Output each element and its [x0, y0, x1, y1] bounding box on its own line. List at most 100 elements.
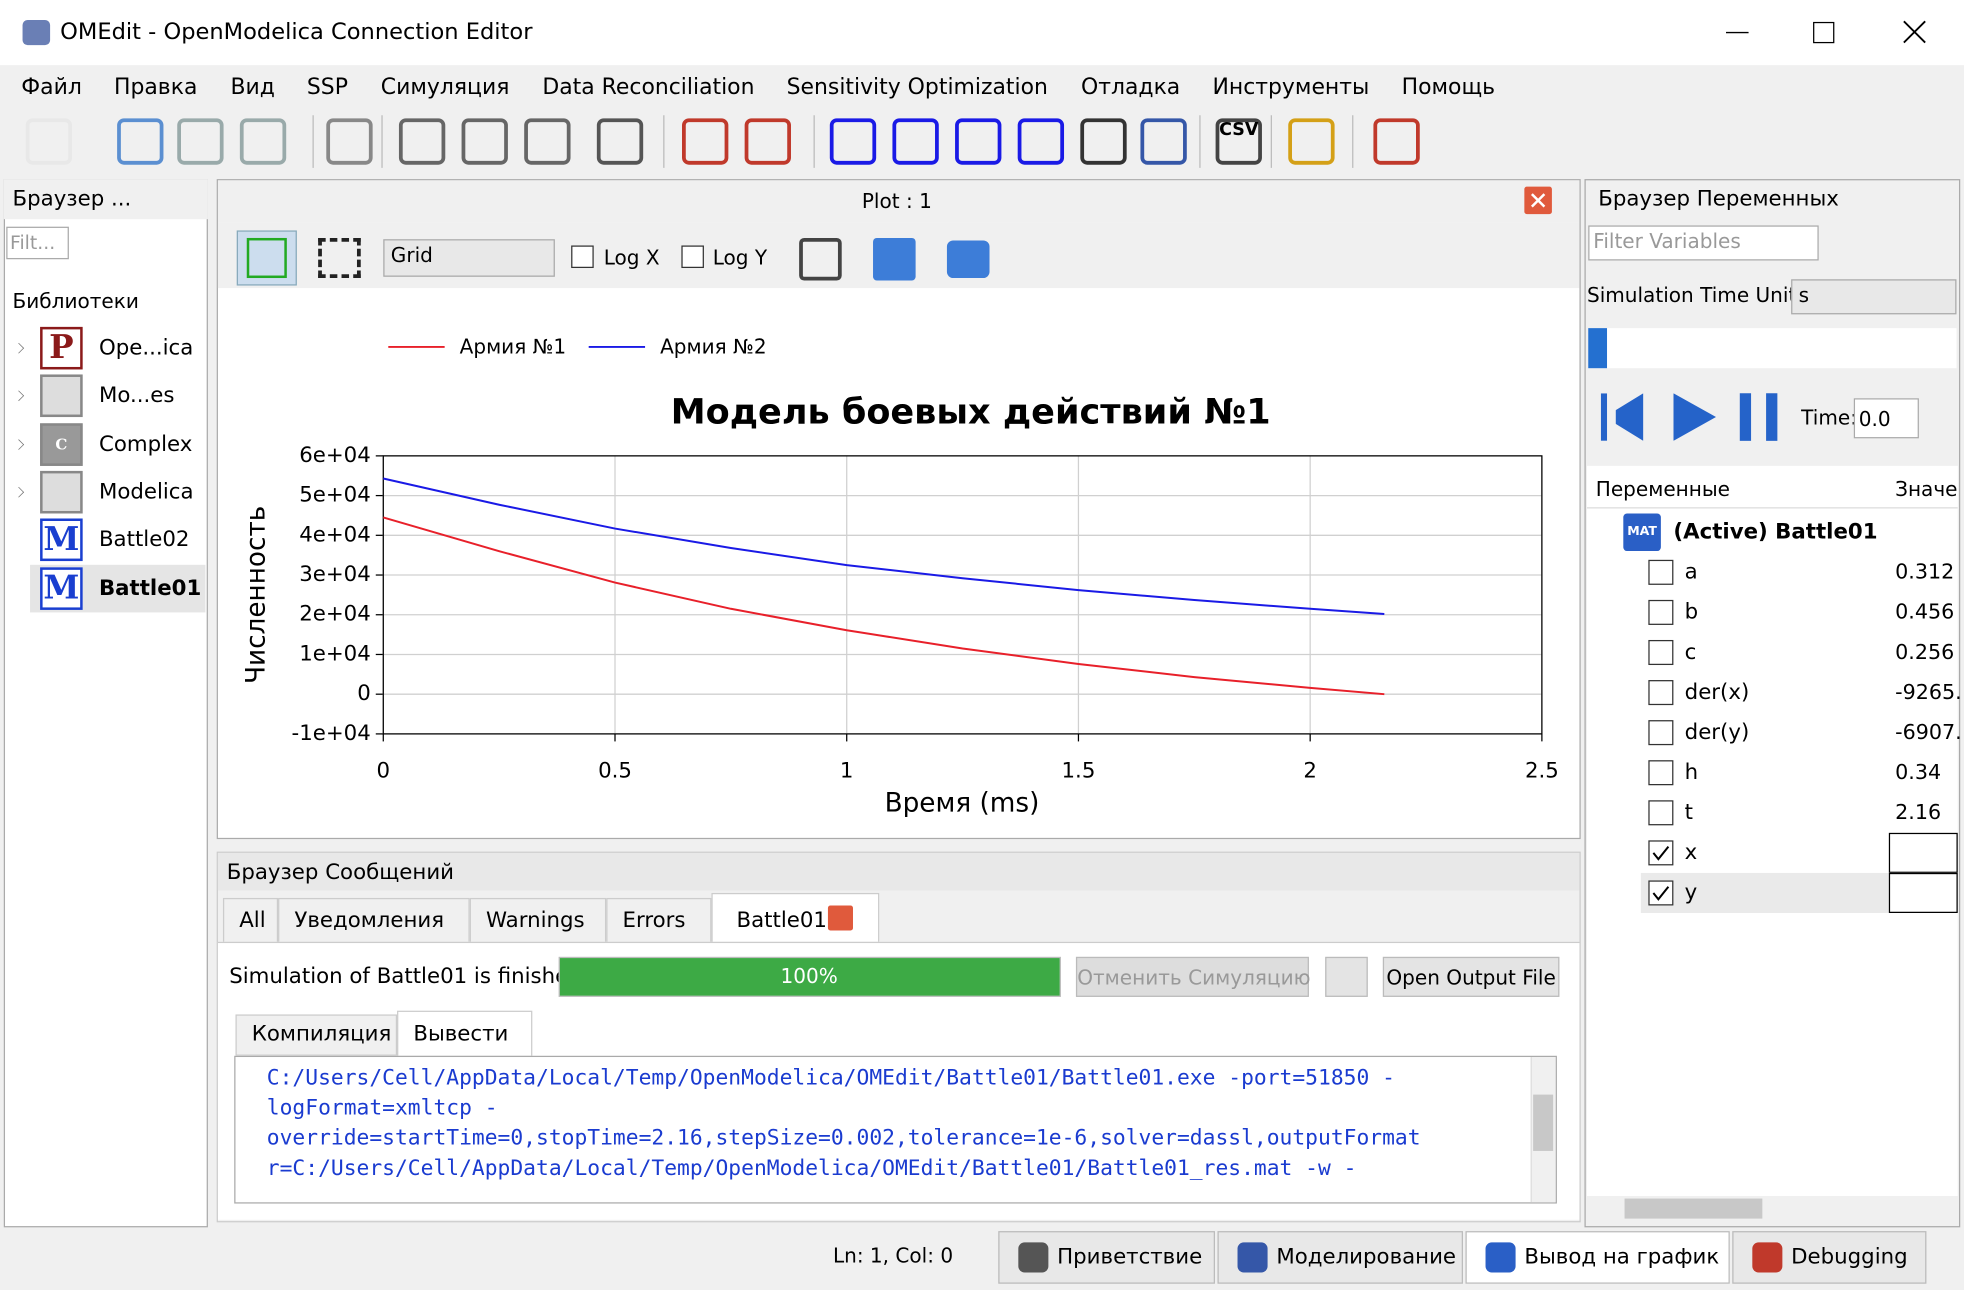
cancel-button[interactable]: Отменить Симуляцию: [1075, 956, 1310, 997]
menu-item[interactable]: Помощь: [1401, 75, 1496, 101]
perspective-icon: [1018, 1242, 1049, 1273]
logx-checkbox[interactable]: [571, 245, 594, 269]
tab-label[interactable]: Warnings: [485, 907, 585, 934]
library-icon: C: [40, 422, 83, 466]
subtab[interactable]: [235, 1014, 398, 1056]
perspective-label[interactable]: Моделирование: [1276, 1244, 1457, 1270]
perspective-icon: [1485, 1242, 1516, 1273]
output-line: override=startTime=0,stopTime=2.16,stepS…: [266, 1125, 1421, 1151]
perspective-label[interactable]: Приветствие: [1057, 1244, 1203, 1270]
progress-label: 100%: [780, 964, 838, 989]
model-label: (Active) Battle01: [1673, 519, 1878, 545]
variable-checkbox[interactable]: [1648, 680, 1674, 706]
x-tick-label: 0.5: [598, 758, 632, 783]
grid-combo[interactable]: Grid: [383, 239, 555, 277]
subtab-label[interactable]: Компиляция: [251, 1021, 392, 1048]
variable-name[interactable]: c: [1684, 639, 1697, 666]
variable-checkbox[interactable]: [1648, 840, 1674, 866]
toolbar-icon: [1017, 118, 1065, 165]
y-axis-label: Численность: [241, 506, 271, 684]
variables-filter[interactable]: Filter Variables: [1588, 225, 1819, 261]
library-item[interactable]: Battle02: [98, 527, 190, 553]
subtab-label[interactable]: Вывести: [413, 1021, 509, 1048]
library-filter[interactable]: Filt...: [6, 226, 69, 260]
close-x: [1530, 193, 1546, 208]
perspective-label[interactable]: Debugging: [1791, 1244, 1908, 1270]
variable-name[interactable]: x: [1684, 840, 1698, 866]
app-icon: [22, 20, 51, 46]
tab[interactable]: [711, 892, 880, 944]
window-controls: [1726, 20, 1926, 44]
library-item[interactable]: Ope...ica: [98, 335, 194, 361]
menu-item[interactable]: SSP: [306, 75, 348, 101]
variable-value: 0.256: [1895, 639, 1955, 664]
toolbar-icon: [326, 118, 373, 165]
variable-checkbox[interactable]: [1648, 599, 1674, 625]
perspective-icon: [1237, 1242, 1268, 1273]
variable-name[interactable]: der(y): [1684, 720, 1750, 746]
variable-checkbox[interactable]: [1648, 760, 1674, 786]
toolbar-icon: [1373, 118, 1420, 165]
tab-label[interactable]: Уведомления: [294, 907, 445, 934]
perspective-label[interactable]: Вывод на график: [1524, 1244, 1720, 1270]
menu-item[interactable]: Отладка: [1080, 75, 1181, 101]
legend-label: Армия №1: [460, 335, 566, 359]
menu-item[interactable]: Файл: [21, 75, 82, 101]
menu-item[interactable]: Инструменты: [1212, 75, 1370, 101]
logy-checkbox[interactable]: [681, 245, 704, 269]
subtab[interactable]: [397, 1010, 533, 1058]
variable-name[interactable]: y: [1684, 880, 1698, 906]
output-line: logFormat=xmltcp -: [266, 1095, 498, 1121]
open-output-button[interactable]: Open Output File: [1382, 956, 1560, 997]
settings-icon[interactable]: [799, 237, 842, 281]
menu-item[interactable]: Правка: [113, 75, 198, 101]
tab[interactable]: [606, 897, 712, 944]
tab-label[interactable]: Errors: [622, 907, 686, 934]
x-tick-label: 2: [1303, 758, 1317, 783]
tab-label[interactable]: Battle01: [736, 907, 827, 934]
time-input[interactable]: 0.0: [1853, 398, 1919, 439]
menu-item[interactable]: Data Reconciliation: [542, 75, 755, 101]
variable-checkbox[interactable]: [1648, 639, 1674, 666]
library-item[interactable]: Battle01: [98, 575, 202, 601]
save-icon[interactable]: [873, 237, 916, 281]
fit-icon: [246, 237, 287, 279]
sim-icon-button[interactable]: [1325, 956, 1368, 997]
toolbar: CSV: [25, 115, 1420, 168]
perspective-icon: [1752, 1242, 1783, 1273]
variable-value: 0.456: [1895, 599, 1955, 624]
variable-name[interactable]: h: [1684, 760, 1699, 786]
variable-name[interactable]: der(x): [1684, 680, 1750, 706]
variable-checkbox[interactable]: [1648, 559, 1674, 585]
output-line: r=C:/Users/Cell/AppData/Local/Temp/OpenM…: [266, 1155, 1357, 1182]
tab-label[interactable]: All: [239, 907, 266, 934]
pause-button[interactable]: [1739, 393, 1778, 441]
library-header: [3, 179, 208, 220]
library-item[interactable]: Complex: [98, 431, 193, 457]
tab[interactable]: [278, 897, 470, 944]
logx-label: Log X: [603, 245, 660, 270]
variable-checkbox[interactable]: [1648, 720, 1674, 746]
checkmark: [1652, 845, 1670, 861]
variable-value: 0.34: [1895, 760, 1942, 785]
variable-name[interactable]: t: [1684, 800, 1694, 826]
time-unit-label: Simulation Time Unit: [1586, 283, 1797, 307]
menu-item[interactable]: Sensitivity Optimization: [786, 75, 1048, 101]
x-tick-label: 1: [840, 758, 854, 783]
library-item[interactable]: Mo...es: [98, 383, 175, 409]
variable-checkbox[interactable]: [1648, 880, 1674, 906]
menu-item[interactable]: Симуляция: [380, 75, 510, 101]
variable-checkbox[interactable]: [1648, 800, 1674, 826]
library-item[interactable]: Modelica: [98, 479, 194, 505]
variable-name[interactable]: a: [1684, 559, 1698, 585]
variable-name[interactable]: b: [1684, 599, 1699, 625]
print-icon[interactable]: [946, 240, 990, 279]
slider-handle[interactable]: [1588, 328, 1608, 369]
toolbar-icon: [398, 118, 446, 165]
x-axis-label: Время (ms): [885, 789, 1040, 819]
chart-title: Модель боевых действий №1: [671, 391, 1271, 432]
toolbar-icon: [1140, 118, 1187, 165]
menu-item[interactable]: Вид: [230, 75, 275, 101]
toolbar-icon: [829, 118, 877, 165]
time-unit-combo[interactable]: s: [1791, 279, 1957, 315]
